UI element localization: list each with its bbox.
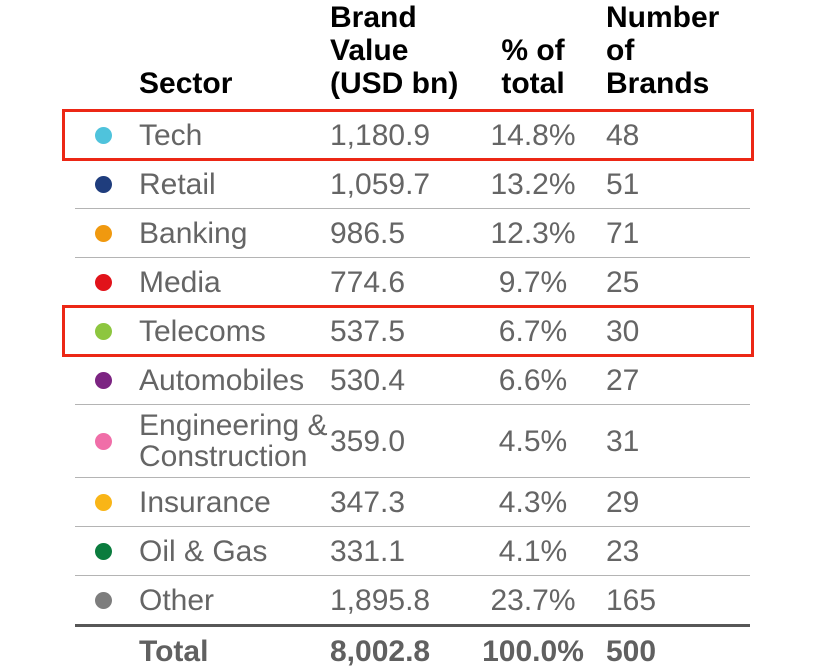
sector-color-dot-icon	[94, 175, 112, 193]
sector-color-dot-icon	[94, 493, 112, 511]
total-brand-value-cell: 8,002.8	[330, 634, 431, 666]
sector-cell: Retail	[139, 167, 216, 201]
sector-cell: Banking	[139, 216, 248, 250]
pct-cell: 13.2%	[490, 167, 576, 201]
table-header-row: Sector Brand Value (USD bn) % of total N…	[75, 0, 750, 110]
sector-color-dot-icon	[94, 432, 112, 450]
column-header-number-of-brands: Number of Brands	[606, 1, 720, 100]
table-row: Insurance 347.3 4.3% 29	[75, 477, 750, 526]
brand-value-cell: 359.0	[330, 424, 406, 458]
table-row: Other 1,895.8 23.7% 165	[75, 575, 750, 624]
table-row: Oil & Gas 331.1 4.1% 23	[75, 526, 750, 575]
dot-cell	[75, 273, 139, 291]
sector-cell: Other	[139, 583, 215, 617]
brands-count-cell: 48	[606, 118, 640, 152]
brand-value-cell: 1,059.7	[330, 167, 431, 201]
table-body: Tech 1,180.9 14.8% 48 Retail 1,059.7 13.…	[62, 109, 754, 624]
brands-count-cell: 25	[606, 265, 640, 299]
pct-cell: 4.1%	[498, 534, 568, 568]
sector-color-dot-icon	[94, 542, 112, 560]
brands-count-cell: 165	[606, 583, 657, 617]
total-row: Total 8,002.8 100.0% 500	[75, 624, 750, 666]
total-brands-count-cell: 500	[606, 634, 657, 666]
table-row: Telecoms 537.5 6.7% 30	[62, 305, 754, 357]
pct-cell: 14.8%	[490, 118, 576, 152]
brands-count-cell: 30	[606, 314, 640, 348]
column-header-brand-value: Brand Value (USD bn)	[330, 1, 459, 100]
sector-color-dot-icon	[94, 371, 112, 389]
pct-cell: 9.7%	[498, 265, 568, 299]
brand-value-cell: 1,895.8	[330, 583, 431, 617]
total-label: Total	[139, 634, 209, 666]
total-pct-cell: 100.0%	[482, 634, 584, 666]
sector-color-dot-icon	[94, 591, 112, 609]
pct-cell: 4.5%	[498, 424, 568, 458]
dot-cell	[75, 371, 139, 389]
sector-color-dot-icon	[94, 322, 112, 340]
sector-cell: Automobiles	[139, 363, 305, 397]
pct-cell: 4.3%	[498, 485, 568, 519]
header-spacer	[75, 100, 139, 110]
brands-count-cell: 71	[606, 216, 640, 250]
dot-cell	[75, 322, 139, 340]
sector-color-dot-icon	[94, 126, 112, 144]
sector-cell: Oil & Gas	[139, 534, 268, 568]
sector-cell: Insurance	[139, 485, 271, 519]
sector-table: Sector Brand Value (USD bn) % of total N…	[62, 0, 754, 666]
table-row: Media 774.6 9.7% 25	[75, 257, 750, 306]
table-row: Banking 986.5 12.3% 71	[75, 208, 750, 257]
column-header-sector: Sector	[139, 67, 233, 100]
brands-count-cell: 27	[606, 363, 640, 397]
pct-cell: 12.3%	[490, 216, 576, 250]
sector-cell: Media	[139, 265, 221, 299]
sector-cell: Engineering & Construction	[139, 409, 328, 473]
pct-cell: 6.7%	[498, 314, 568, 348]
dot-cell	[75, 175, 139, 193]
dot-cell	[75, 591, 139, 609]
brands-count-cell: 29	[606, 485, 640, 519]
sector-cell: Tech	[139, 118, 203, 152]
table-row: Tech 1,180.9 14.8% 48	[62, 109, 754, 161]
pct-cell: 23.7%	[490, 583, 576, 617]
brand-value-cell: 347.3	[330, 485, 406, 519]
brand-value-cell: 774.6	[330, 265, 406, 299]
brand-value-cell: 331.1	[330, 534, 406, 568]
sector-color-dot-icon	[94, 224, 112, 242]
sector-color-dot-icon	[94, 273, 112, 291]
sector-cell: Telecoms	[139, 314, 266, 348]
dot-cell	[75, 126, 139, 144]
table-row: Engineering & Construction 359.0 4.5% 31	[75, 404, 750, 477]
brand-value-cell: 530.4	[330, 363, 406, 397]
dot-cell	[75, 542, 139, 560]
dot-cell	[75, 493, 139, 511]
brands-count-cell: 51	[606, 167, 640, 201]
dot-cell	[75, 432, 139, 450]
pct-cell: 6.6%	[498, 363, 568, 397]
brand-value-cell: 986.5	[330, 216, 406, 250]
column-header-pct-of-total: % of total	[501, 34, 565, 100]
brand-value-cell: 537.5	[330, 314, 406, 348]
brand-value-cell: 1,180.9	[330, 118, 431, 152]
table-row: Retail 1,059.7 13.2% 51	[75, 159, 750, 208]
brands-count-cell: 23	[606, 534, 640, 568]
dot-cell	[75, 224, 139, 242]
brands-count-cell: 31	[606, 424, 640, 458]
table-row: Automobiles 530.4 6.6% 27	[75, 355, 750, 404]
